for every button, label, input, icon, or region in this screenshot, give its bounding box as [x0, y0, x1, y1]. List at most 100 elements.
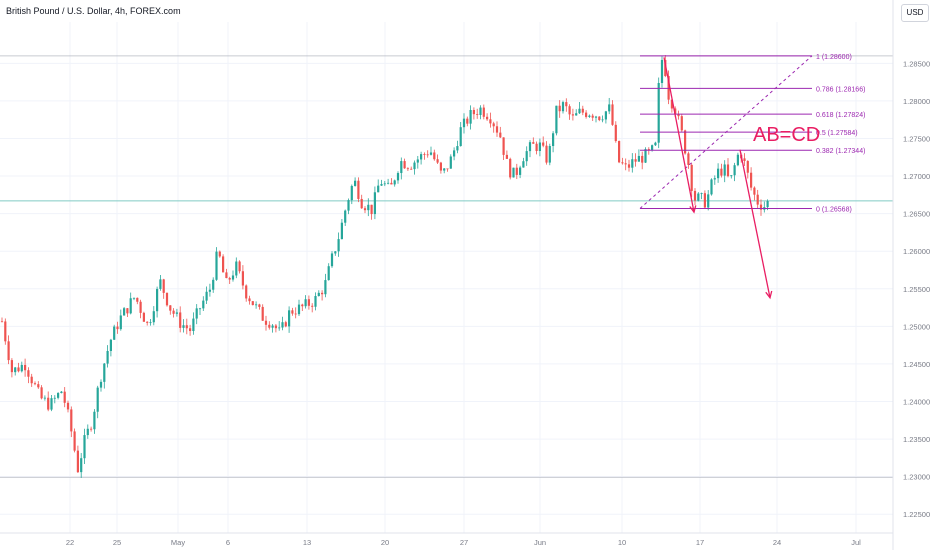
candle-body — [476, 114, 479, 115]
candle-body — [255, 304, 258, 306]
candle-body — [492, 123, 495, 127]
candle-body — [568, 106, 571, 115]
candle-body — [307, 299, 310, 306]
candle-body — [17, 367, 20, 372]
candle-body — [443, 168, 446, 171]
candle-body — [538, 142, 541, 151]
candle-body — [383, 183, 386, 185]
candle-body — [495, 126, 499, 133]
candle-body — [205, 291, 208, 301]
candle-body — [40, 387, 43, 399]
time-tick-label: 22 — [66, 538, 74, 547]
candle-body — [30, 376, 33, 384]
candle-body — [172, 310, 175, 314]
fib-trend-line — [639, 55, 813, 209]
time-tick-label: 27 — [460, 538, 468, 547]
candle-body — [222, 256, 225, 273]
candle-body — [703, 193, 706, 208]
cd-leg-arrow — [739, 149, 771, 298]
candle-body — [654, 142, 657, 146]
candle-body — [297, 304, 301, 315]
candle-body — [90, 428, 93, 430]
currency-button[interactable]: USD — [901, 4, 929, 22]
candle-body — [228, 278, 231, 280]
candle-body — [469, 109, 472, 124]
candle-body — [390, 182, 393, 185]
candle-body — [373, 192, 376, 215]
price-tick-label: 1.23500 — [903, 435, 930, 444]
candle-body — [575, 113, 578, 116]
candle-body — [396, 173, 400, 181]
candle-body — [0, 321, 4, 323]
candle-body — [528, 142, 532, 152]
time-tick-label: Jun — [534, 538, 546, 547]
candle-body — [621, 162, 624, 164]
candle-body — [565, 102, 568, 107]
candle-body — [281, 322, 284, 328]
candle-body — [766, 201, 769, 208]
fib-level-label: 0.5 (1.27584) — [816, 130, 858, 137]
candle-body — [159, 279, 162, 289]
candle-body — [195, 308, 198, 319]
candle-body — [446, 168, 449, 170]
candle-body — [660, 59, 664, 83]
candle-body — [132, 297, 136, 299]
candle-body — [624, 163, 627, 165]
candle-body — [462, 118, 466, 128]
candle-body — [93, 411, 96, 430]
candle-body — [238, 261, 241, 272]
candle-body — [10, 360, 13, 373]
candle-body — [169, 305, 172, 311]
candle-body — [7, 341, 10, 361]
fib-level-label: 0.382 (1.27344) — [816, 148, 865, 155]
candle-body — [321, 292, 324, 295]
ab-leg-arrow-head — [689, 205, 697, 214]
candle-body — [664, 59, 667, 77]
candle-body — [499, 132, 502, 138]
candle-body — [571, 114, 574, 116]
candle-body — [674, 108, 677, 115]
candle-body — [139, 301, 142, 313]
candle-body — [743, 158, 746, 162]
candle-body — [57, 393, 60, 398]
candle-body — [535, 143, 538, 151]
candle-body — [235, 261, 238, 276]
time-tick-label: 24 — [773, 538, 781, 547]
candle-body — [291, 310, 294, 314]
candle-body — [611, 104, 614, 125]
candle-body — [631, 159, 634, 168]
candle-body — [113, 326, 116, 340]
candle-body — [268, 324, 271, 328]
candle-body — [502, 137, 505, 155]
fib-level-label: 0 (1.26568) — [816, 207, 852, 214]
candle-body — [96, 387, 99, 412]
candle-body — [684, 130, 687, 154]
candle-body — [106, 350, 109, 364]
candle-body — [334, 251, 337, 254]
candle-body — [337, 239, 340, 252]
price-axis: 1.22500 1.23000 1.23500 1.24000 1.24500 1.250… — [892, 0, 932, 550]
candle-body — [314, 296, 317, 307]
candle-body — [545, 145, 548, 163]
candle-body — [218, 251, 221, 257]
candle-body — [288, 310, 291, 327]
candle-body — [558, 105, 561, 112]
candle-body — [733, 165, 736, 176]
fib-level-label: 0.618 (1.27824) — [816, 112, 865, 119]
candle-body — [225, 272, 228, 279]
candle-body — [429, 152, 433, 155]
candle-body — [324, 280, 327, 295]
candle-body — [479, 107, 482, 115]
candle-body — [142, 312, 145, 322]
candle-body — [466, 118, 469, 124]
candle-body — [103, 363, 106, 382]
candle-body — [750, 172, 753, 188]
candle-body — [720, 168, 723, 176]
candle-body — [347, 200, 350, 211]
candle-body — [109, 339, 112, 351]
candle-body — [192, 318, 195, 332]
candle-body — [585, 112, 588, 117]
candle-body — [594, 116, 598, 118]
